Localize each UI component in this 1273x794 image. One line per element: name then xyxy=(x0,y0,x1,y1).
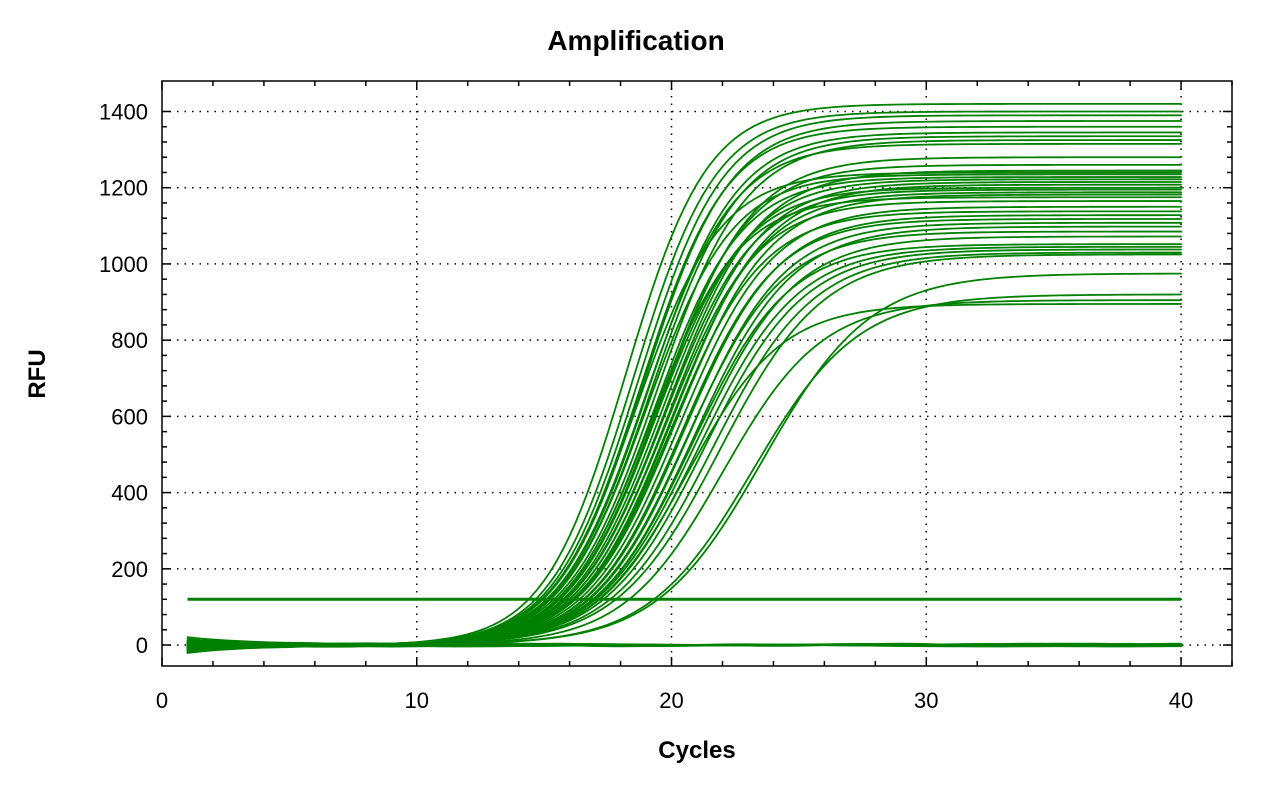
y-tick-label: 0 xyxy=(136,633,148,658)
y-tick-label: 800 xyxy=(111,328,148,353)
baseline-curve xyxy=(186,636,1182,648)
amplification-curve xyxy=(186,218,1182,651)
y-tick-label: 1000 xyxy=(99,252,148,277)
y-tick-label: 1400 xyxy=(99,99,148,124)
axis-ticks xyxy=(161,81,1233,666)
series-layer xyxy=(186,102,1182,654)
plot-area-frame xyxy=(161,80,1233,667)
y-tick-label: 400 xyxy=(111,481,148,506)
x-tick-label: 30 xyxy=(914,688,938,713)
x-tick-label: 10 xyxy=(405,688,429,713)
grid-lines xyxy=(162,81,1232,666)
amplification-curve xyxy=(186,230,1182,646)
x-axis-label: Cycles xyxy=(658,737,735,764)
amplification-curve xyxy=(186,188,1182,653)
amplification-curve xyxy=(186,214,1182,646)
y-tick-label: 1200 xyxy=(99,176,148,201)
amplification-curve xyxy=(186,163,1182,653)
amplification-curve xyxy=(186,120,1182,646)
amplification-curve xyxy=(186,135,1182,651)
y-tick-label: 600 xyxy=(111,404,148,429)
y-tick-label: 200 xyxy=(111,557,148,582)
x-tick-label: 40 xyxy=(1169,688,1193,713)
x-tick-label: 0 xyxy=(156,688,168,713)
x-tick-label: 20 xyxy=(659,688,683,713)
y-axis-label: RFU xyxy=(24,349,51,398)
chart-title: Amplification xyxy=(547,25,724,56)
amplification-curve xyxy=(186,169,1182,646)
